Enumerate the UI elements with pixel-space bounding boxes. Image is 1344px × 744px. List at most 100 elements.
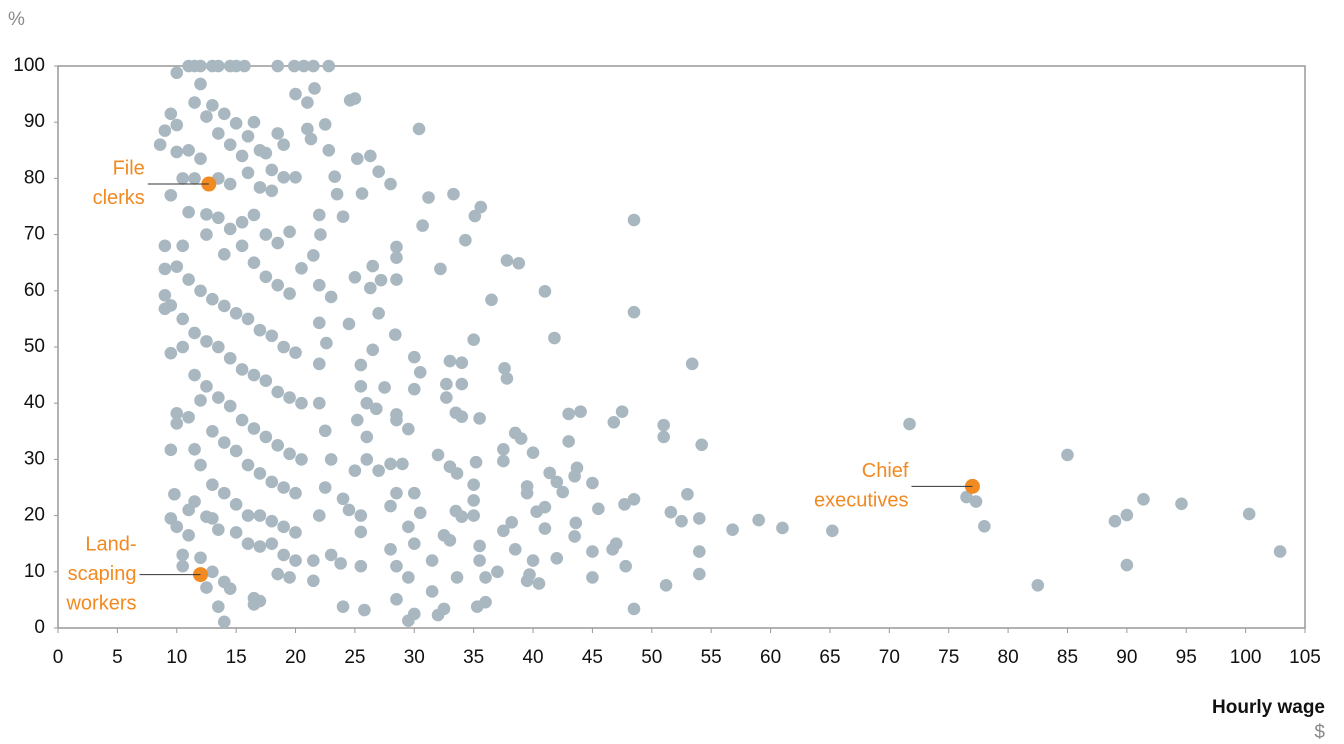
point <box>657 430 670 444</box>
point <box>253 323 267 337</box>
point <box>416 219 429 232</box>
point <box>307 59 320 73</box>
point <box>402 571 415 584</box>
point <box>526 446 540 459</box>
point <box>304 132 318 146</box>
point <box>295 262 308 275</box>
point <box>627 493 641 506</box>
point <box>188 96 201 109</box>
x-tick-label: 65 <box>819 647 840 668</box>
point <box>550 552 564 565</box>
point <box>467 494 480 507</box>
point <box>497 524 510 538</box>
point <box>217 247 231 261</box>
point <box>324 290 338 304</box>
point <box>407 486 421 500</box>
point <box>479 571 492 584</box>
point <box>607 416 621 429</box>
point <box>657 418 670 432</box>
point <box>200 380 213 393</box>
point <box>271 385 285 399</box>
point <box>969 495 983 508</box>
point <box>467 333 480 346</box>
point <box>455 377 469 391</box>
point <box>158 288 172 302</box>
point <box>434 262 447 276</box>
point <box>467 509 480 522</box>
point <box>366 259 380 273</box>
annotation: clerks <box>93 187 145 209</box>
point <box>402 614 415 627</box>
point <box>978 519 991 533</box>
point <box>271 278 285 292</box>
point <box>618 498 631 511</box>
y-tick-label: 10 <box>24 561 45 582</box>
annotation: File <box>113 158 145 180</box>
point <box>164 188 178 202</box>
point <box>271 439 285 452</box>
point <box>259 228 273 241</box>
point <box>562 435 575 448</box>
point <box>467 478 480 491</box>
point <box>170 417 184 430</box>
point <box>449 406 463 420</box>
point <box>384 457 397 471</box>
point <box>271 59 285 73</box>
point <box>212 600 225 613</box>
point <box>526 554 540 567</box>
annotation: executives <box>814 489 909 511</box>
x-tick-label: 0 <box>53 647 64 668</box>
point <box>229 526 243 539</box>
point <box>223 177 237 191</box>
point <box>212 340 225 354</box>
point <box>390 486 403 500</box>
point <box>241 537 255 550</box>
point <box>1242 507 1256 521</box>
point <box>388 328 402 341</box>
point <box>330 187 344 201</box>
point <box>241 129 255 143</box>
point <box>440 391 453 404</box>
point <box>217 436 231 449</box>
point <box>170 520 184 534</box>
point <box>334 557 347 570</box>
point <box>235 413 249 427</box>
point <box>586 476 599 490</box>
point <box>297 59 311 73</box>
point <box>170 260 184 273</box>
point <box>369 402 383 416</box>
point <box>437 528 451 542</box>
point <box>470 600 484 613</box>
point <box>1273 545 1287 558</box>
point <box>413 506 427 520</box>
point <box>188 368 201 382</box>
point <box>194 152 207 166</box>
point <box>217 107 231 121</box>
y-tick-label: 80 <box>24 167 45 188</box>
point <box>520 486 534 500</box>
point <box>328 170 342 184</box>
point <box>491 565 504 579</box>
point <box>229 498 243 511</box>
point <box>206 425 219 438</box>
point <box>500 254 514 267</box>
annotation: scaping <box>68 563 137 585</box>
point <box>473 539 486 553</box>
point <box>259 270 273 284</box>
point <box>188 172 201 185</box>
point <box>384 499 397 513</box>
point <box>289 170 302 184</box>
point <box>247 256 261 270</box>
point <box>265 184 279 198</box>
point <box>505 516 518 529</box>
point <box>253 181 267 194</box>
point <box>188 326 201 340</box>
point <box>450 467 464 480</box>
point <box>390 240 403 254</box>
point <box>235 239 249 253</box>
point <box>229 117 243 130</box>
point <box>508 426 522 440</box>
point <box>318 424 332 438</box>
x-tick-label: 70 <box>879 647 900 668</box>
point <box>500 372 514 385</box>
